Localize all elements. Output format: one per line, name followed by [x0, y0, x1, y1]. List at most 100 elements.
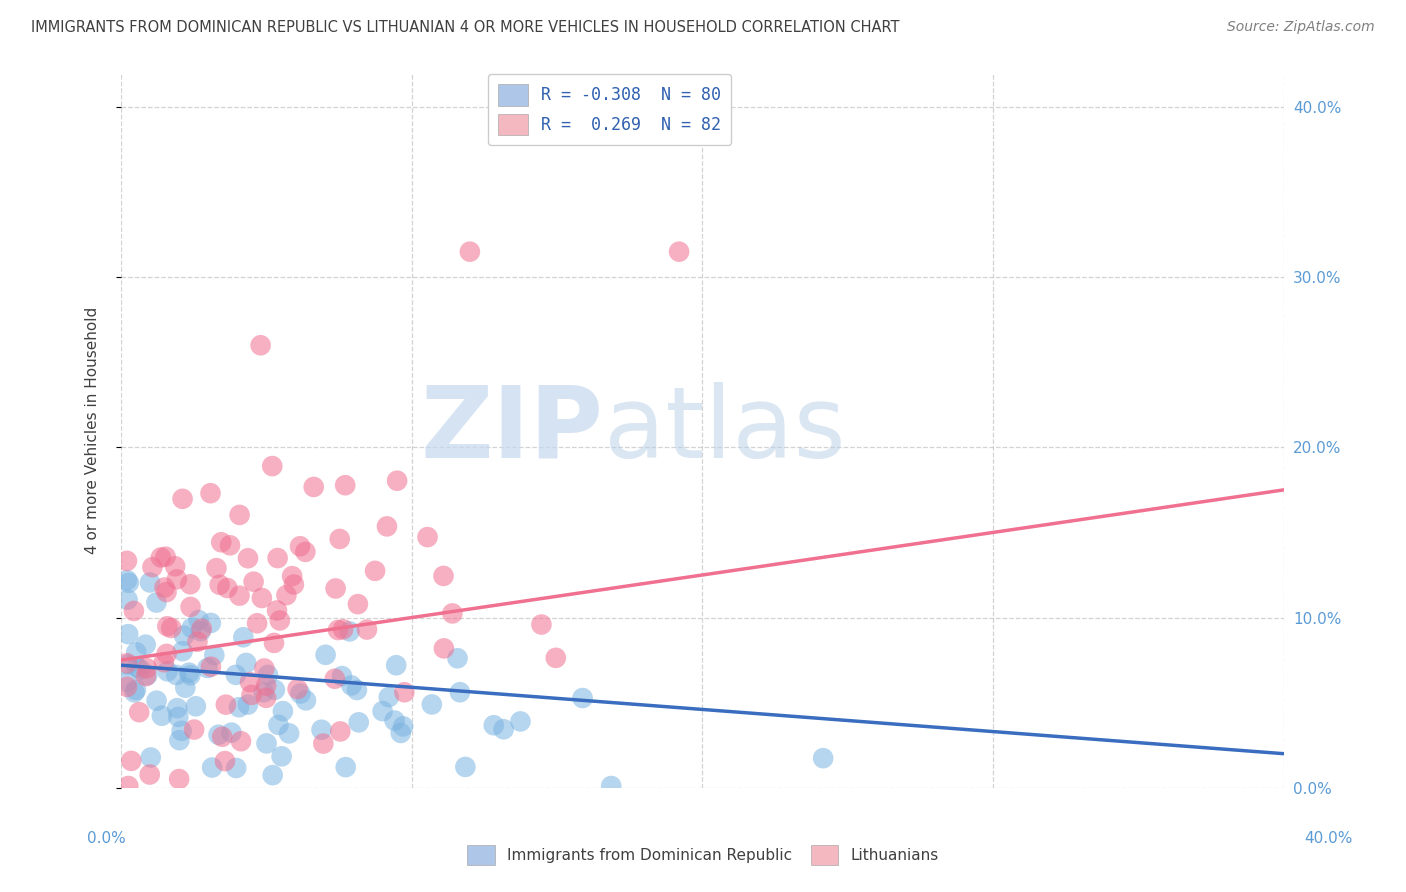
- Point: [124, 685, 146, 699]
- Point: [281, 569, 304, 583]
- Point: [267, 718, 290, 732]
- Point: [416, 530, 439, 544]
- Point: [276, 588, 298, 602]
- Point: [270, 749, 292, 764]
- Point: [205, 561, 228, 575]
- Point: [156, 619, 179, 633]
- Point: [509, 714, 531, 729]
- Point: [169, 733, 191, 747]
- Point: [329, 724, 352, 739]
- Point: [225, 668, 247, 682]
- Point: [172, 491, 194, 506]
- Point: [117, 657, 139, 672]
- Text: 40.0%: 40.0%: [1305, 831, 1353, 847]
- Point: [253, 661, 276, 675]
- Point: [347, 715, 370, 730]
- Point: [364, 564, 387, 578]
- Point: [200, 486, 222, 500]
- Point: [811, 751, 834, 765]
- Point: [246, 616, 269, 631]
- Point: [129, 663, 152, 677]
- Point: [166, 701, 188, 715]
- Point: [332, 622, 354, 636]
- Point: [174, 681, 197, 695]
- Point: [166, 572, 188, 586]
- Point: [209, 535, 232, 549]
- Point: [201, 760, 224, 774]
- Point: [262, 459, 284, 474]
- Text: IMMIGRANTS FROM DOMINICAN REPUBLIC VS LITHUANIAN 4 OR MORE VEHICLES IN HOUSEHOLD: IMMIGRANTS FROM DOMINICAN REPUBLIC VS LI…: [31, 20, 900, 35]
- Point: [235, 656, 257, 670]
- Point: [179, 577, 201, 591]
- Point: [180, 599, 202, 614]
- Text: 0.0%: 0.0%: [87, 831, 127, 847]
- Point: [153, 655, 176, 669]
- Point: [311, 723, 333, 737]
- Point: [385, 474, 408, 488]
- Point: [229, 734, 252, 748]
- Point: [375, 519, 398, 533]
- Point: [323, 672, 346, 686]
- Point: [117, 779, 139, 793]
- Point: [347, 597, 370, 611]
- Point: [668, 244, 690, 259]
- Point: [253, 685, 276, 699]
- Point: [262, 768, 284, 782]
- Point: [184, 699, 207, 714]
- Point: [394, 685, 416, 699]
- Point: [211, 730, 233, 744]
- Point: [136, 668, 159, 682]
- Point: [125, 645, 148, 659]
- Point: [117, 592, 139, 607]
- Point: [544, 650, 567, 665]
- Point: [482, 718, 505, 732]
- Point: [208, 578, 231, 592]
- Point: [156, 665, 179, 679]
- Point: [256, 736, 278, 750]
- Point: [139, 750, 162, 764]
- Point: [135, 661, 157, 675]
- Point: [207, 728, 229, 742]
- Point: [115, 675, 138, 690]
- Point: [139, 575, 162, 590]
- Point: [239, 675, 262, 690]
- Point: [214, 754, 236, 768]
- Point: [287, 681, 309, 696]
- Point: [149, 550, 172, 565]
- Point: [266, 603, 288, 617]
- Point: [335, 760, 357, 774]
- Point: [346, 683, 368, 698]
- Point: [187, 613, 209, 627]
- Point: [179, 668, 201, 682]
- Point: [254, 679, 277, 693]
- Point: [312, 737, 335, 751]
- Point: [340, 678, 363, 692]
- Point: [433, 641, 456, 656]
- Point: [432, 569, 454, 583]
- Point: [186, 634, 208, 648]
- Point: [269, 614, 291, 628]
- Point: [156, 647, 179, 661]
- Point: [571, 691, 593, 706]
- Point: [330, 669, 353, 683]
- Point: [335, 478, 357, 492]
- Point: [202, 648, 225, 662]
- Point: [236, 698, 259, 712]
- Point: [250, 591, 273, 605]
- Point: [228, 508, 250, 522]
- Point: [242, 574, 264, 589]
- Point: [449, 685, 471, 699]
- Point: [219, 538, 242, 552]
- Point: [420, 698, 443, 712]
- Point: [228, 589, 250, 603]
- Point: [290, 686, 312, 700]
- Legend: Immigrants from Dominican Republic, Lithuanians: Immigrants from Dominican Republic, Lith…: [461, 839, 945, 871]
- Point: [263, 636, 285, 650]
- Point: [165, 559, 187, 574]
- Point: [165, 668, 187, 682]
- Point: [115, 657, 138, 671]
- Point: [145, 596, 167, 610]
- Point: [128, 705, 150, 719]
- Point: [225, 761, 247, 775]
- Point: [384, 714, 406, 728]
